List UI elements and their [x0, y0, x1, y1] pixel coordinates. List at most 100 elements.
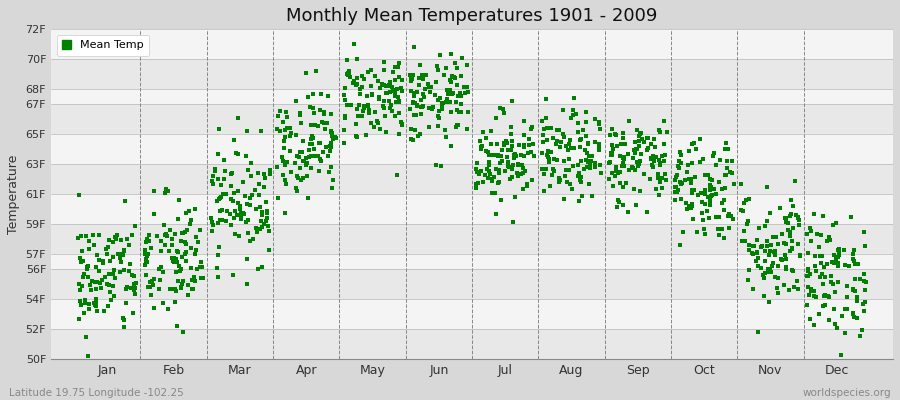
Point: [229, 150, 243, 156]
Point: [583, 162, 598, 168]
Point: [163, 286, 177, 292]
Point: [512, 141, 526, 148]
Point: [705, 176, 719, 183]
Point: [174, 285, 188, 292]
Point: [178, 248, 193, 255]
Point: [322, 148, 337, 154]
Point: [657, 117, 671, 124]
Point: [610, 143, 625, 150]
Point: [123, 261, 138, 267]
Point: [232, 203, 247, 209]
Point: [574, 136, 589, 142]
Point: [153, 264, 167, 270]
Point: [374, 80, 389, 87]
Point: [671, 158, 686, 164]
Point: [388, 90, 402, 96]
Point: [524, 148, 538, 155]
Point: [605, 142, 619, 148]
Point: [212, 217, 227, 224]
Point: [575, 193, 590, 200]
Point: [779, 219, 794, 226]
Point: [411, 74, 426, 81]
Point: [565, 162, 580, 169]
Point: [436, 106, 450, 112]
Point: [81, 246, 95, 252]
Point: [407, 93, 421, 99]
Point: [189, 247, 203, 253]
Point: [583, 164, 598, 171]
Point: [612, 199, 626, 206]
Bar: [51, 29, 893, 59]
Point: [806, 210, 821, 217]
Point: [88, 263, 103, 270]
Point: [349, 56, 364, 63]
Point: [745, 243, 760, 250]
Point: [240, 281, 255, 287]
Point: [857, 277, 871, 284]
Point: [618, 180, 633, 186]
Point: [850, 261, 865, 267]
Point: [337, 139, 351, 146]
Point: [710, 226, 724, 233]
Point: [716, 196, 731, 203]
Point: [517, 165, 531, 171]
Point: [352, 102, 366, 108]
Point: [785, 244, 799, 251]
Point: [284, 168, 299, 175]
Point: [82, 238, 96, 244]
Point: [421, 105, 436, 112]
Point: [580, 140, 595, 147]
Point: [386, 69, 400, 76]
Point: [165, 236, 179, 242]
Point: [259, 208, 274, 214]
Point: [239, 127, 254, 134]
Point: [630, 146, 644, 153]
Point: [346, 40, 361, 47]
Point: [697, 156, 711, 162]
Point: [404, 87, 419, 94]
Point: [373, 126, 387, 132]
Point: [745, 243, 760, 249]
Point: [541, 148, 555, 154]
Point: [171, 216, 185, 222]
Point: [500, 163, 515, 169]
Point: [668, 184, 682, 190]
Point: [304, 165, 319, 171]
Point: [814, 260, 829, 266]
Point: [783, 213, 797, 219]
Point: [653, 160, 668, 166]
Point: [519, 182, 534, 189]
Point: [255, 209, 269, 216]
Point: [74, 232, 88, 239]
Point: [670, 187, 685, 194]
Point: [698, 189, 712, 196]
Point: [503, 176, 517, 182]
Point: [108, 236, 122, 242]
Point: [504, 174, 518, 180]
Point: [572, 162, 586, 168]
Point: [831, 247, 845, 254]
Point: [448, 74, 463, 81]
Point: [838, 261, 852, 268]
Point: [106, 254, 121, 260]
Point: [169, 269, 184, 275]
Point: [614, 141, 628, 147]
Point: [171, 249, 185, 256]
Point: [429, 162, 444, 168]
Point: [846, 251, 860, 258]
Point: [430, 96, 445, 103]
Point: [472, 170, 486, 177]
Point: [850, 294, 865, 300]
Point: [569, 111, 583, 118]
Point: [356, 108, 370, 114]
Point: [557, 158, 572, 165]
Point: [562, 167, 576, 173]
Point: [213, 195, 228, 202]
Point: [757, 222, 771, 229]
Point: [450, 82, 464, 88]
Point: [419, 72, 434, 78]
Point: [764, 269, 778, 276]
Point: [805, 228, 819, 234]
Point: [128, 222, 142, 229]
Point: [483, 140, 498, 147]
